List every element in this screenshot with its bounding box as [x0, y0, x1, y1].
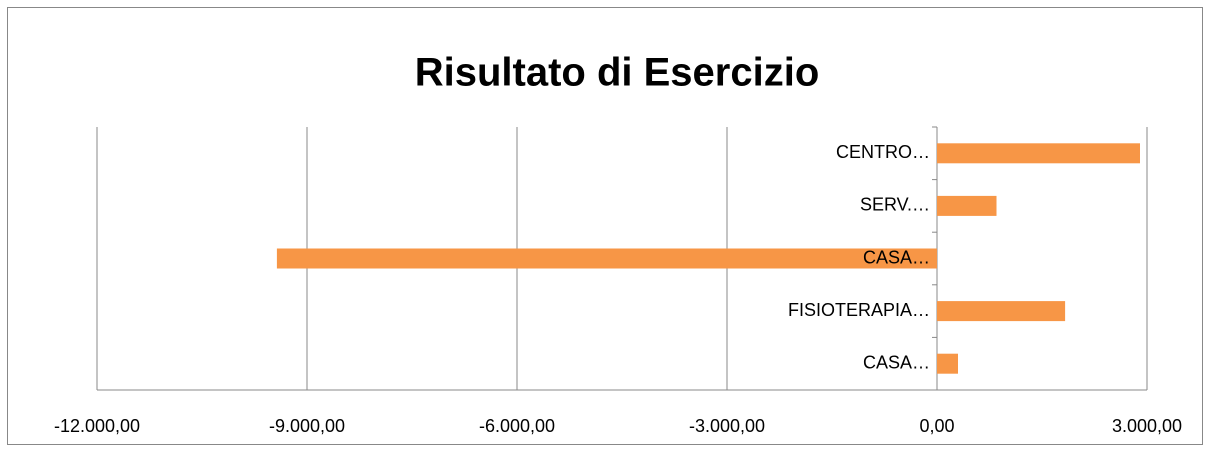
y-tick-label: SERV.… — [860, 195, 930, 215]
x-tick-label: -12.000,00 — [54, 416, 140, 436]
bar — [937, 143, 1140, 164]
bar — [276, 248, 937, 269]
x-tick-label: 0,00 — [919, 416, 954, 436]
y-tick-label: FISIOTERAPIA… — [788, 300, 930, 320]
bar — [937, 353, 958, 374]
x-tick-label: -9.000,00 — [269, 416, 345, 436]
bar — [937, 301, 1066, 322]
y-tick-label: CASA… — [863, 247, 930, 267]
x-tick-label: 3.000,00 — [1112, 416, 1182, 436]
y-tick-label: CASA… — [863, 352, 930, 372]
y-tick-label: CENTRO… — [836, 142, 930, 162]
chart-border — [7, 7, 1203, 445]
x-tick-label: -3.000,00 — [689, 416, 765, 436]
bar — [937, 195, 997, 216]
x-tick-label: -6.000,00 — [479, 416, 555, 436]
chart-title: Risultato di Esercizio — [415, 51, 820, 95]
